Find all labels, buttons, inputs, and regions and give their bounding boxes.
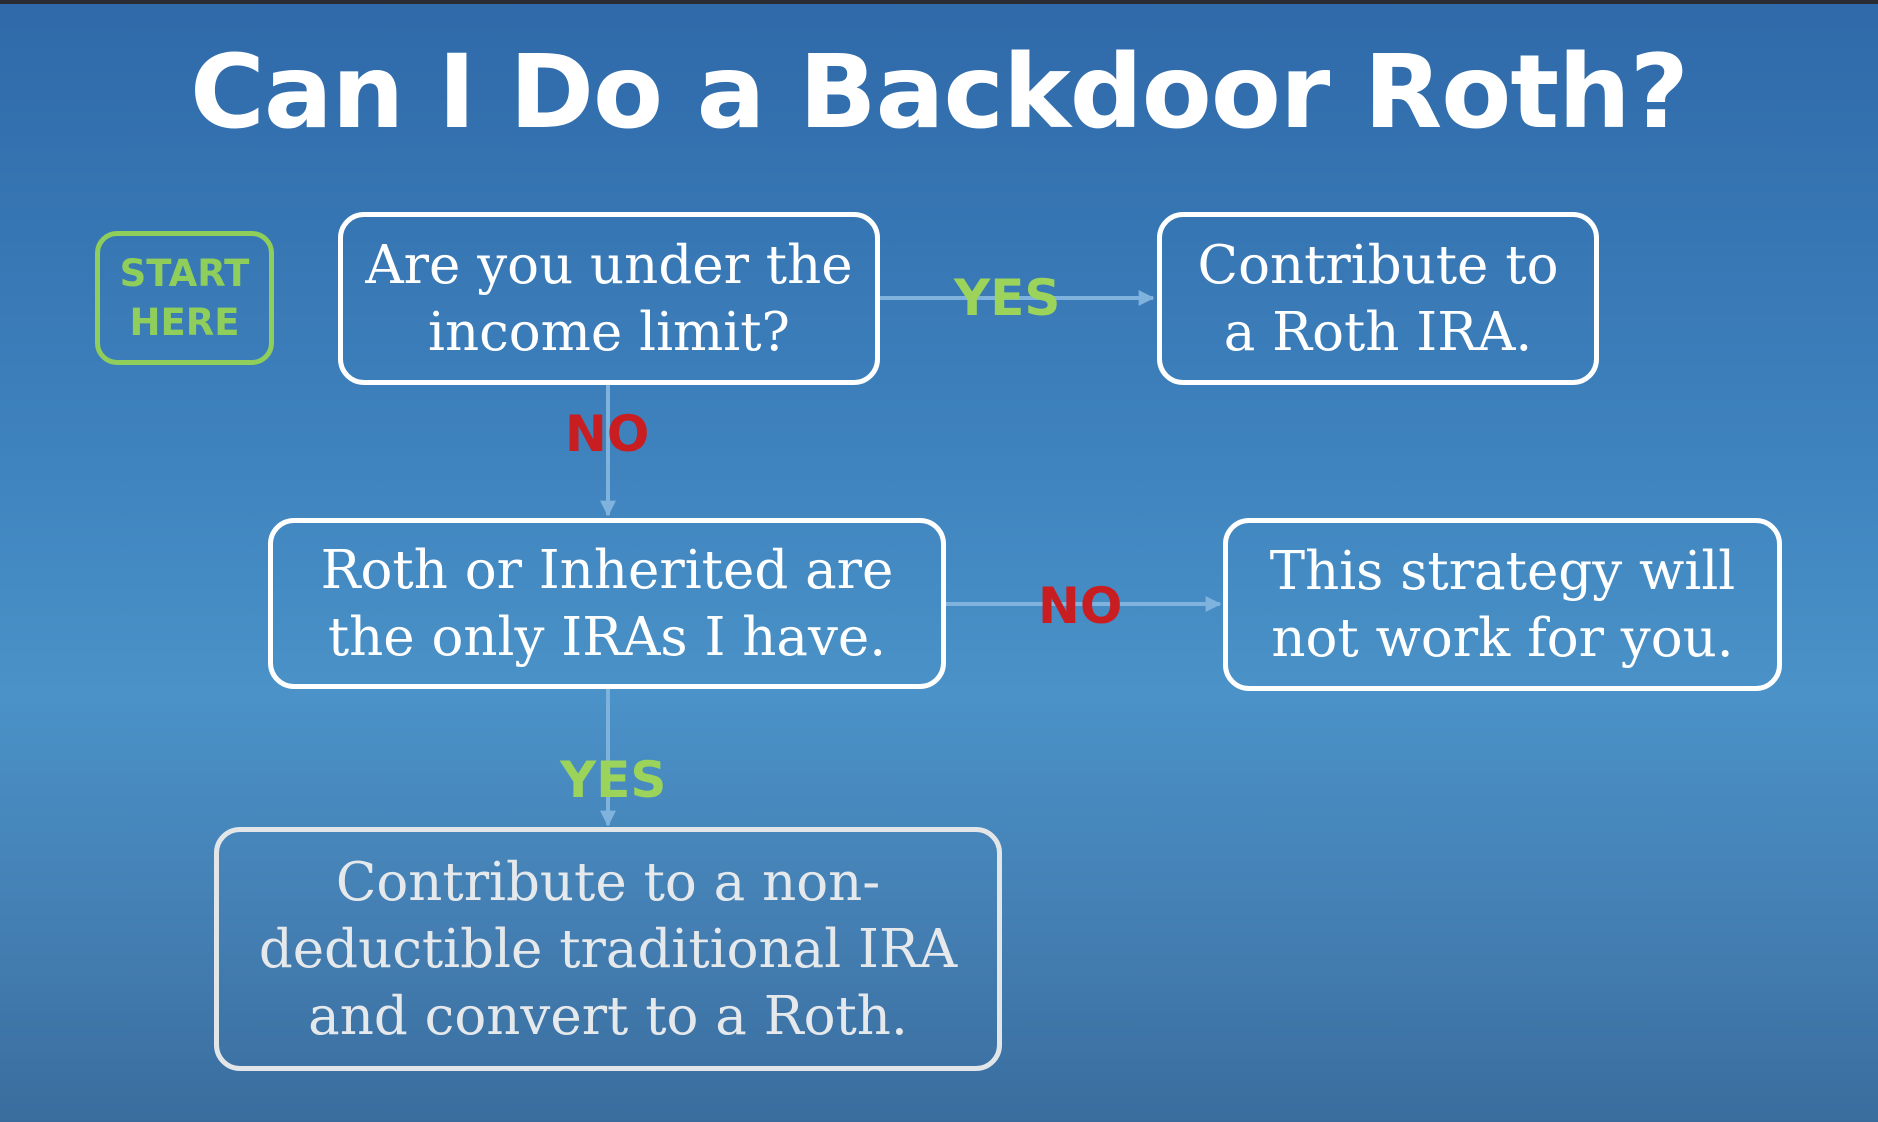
node-backdoor-line1: Contribute to a non- [335, 851, 881, 913]
node-income-limit-line2: income limit? [428, 301, 790, 363]
start-here-badge: START HERE [95, 231, 274, 365]
node-backdoor-line2: deductible traditional IRA [258, 918, 958, 980]
edge-label-iras-no: NO [1038, 577, 1123, 635]
edge-label-iras-yes: YES [560, 751, 667, 809]
edge-label-income-no: NO [565, 405, 650, 463]
node-contribute-roth-line1: Contribute to [1197, 234, 1559, 296]
node-income-limit: Are you under the income limit? [338, 212, 880, 385]
node-not-work-line2: not work for you. [1271, 607, 1734, 669]
node-not-work: This strategy will not work for you. [1223, 518, 1782, 691]
node-not-work-line1: This strategy will [1269, 540, 1736, 602]
window-top-edge [0, 0, 1878, 4]
node-contribute-roth-line2: a Roth IRA. [1223, 301, 1533, 363]
node-contribute-roth: Contribute to a Roth IRA. [1157, 212, 1599, 385]
here-label: HERE [129, 301, 240, 344]
node-only-iras-line2: the only IRAs I have. [327, 606, 887, 668]
start-label: START [119, 252, 250, 295]
slide-title: Can I Do a Backdoor Roth? [190, 33, 1689, 152]
node-only-iras-line1: Roth or Inherited are [320, 539, 894, 601]
node-income-limit-line1: Are you under the [365, 234, 853, 296]
node-backdoor-line3: and convert to a Roth. [308, 985, 908, 1047]
edge-label-income-yes: YES [954, 269, 1061, 327]
node-only-iras: Roth or Inherited are the only IRAs I ha… [268, 518, 946, 689]
node-backdoor: Contribute to a non- deductible traditio… [214, 827, 1002, 1071]
